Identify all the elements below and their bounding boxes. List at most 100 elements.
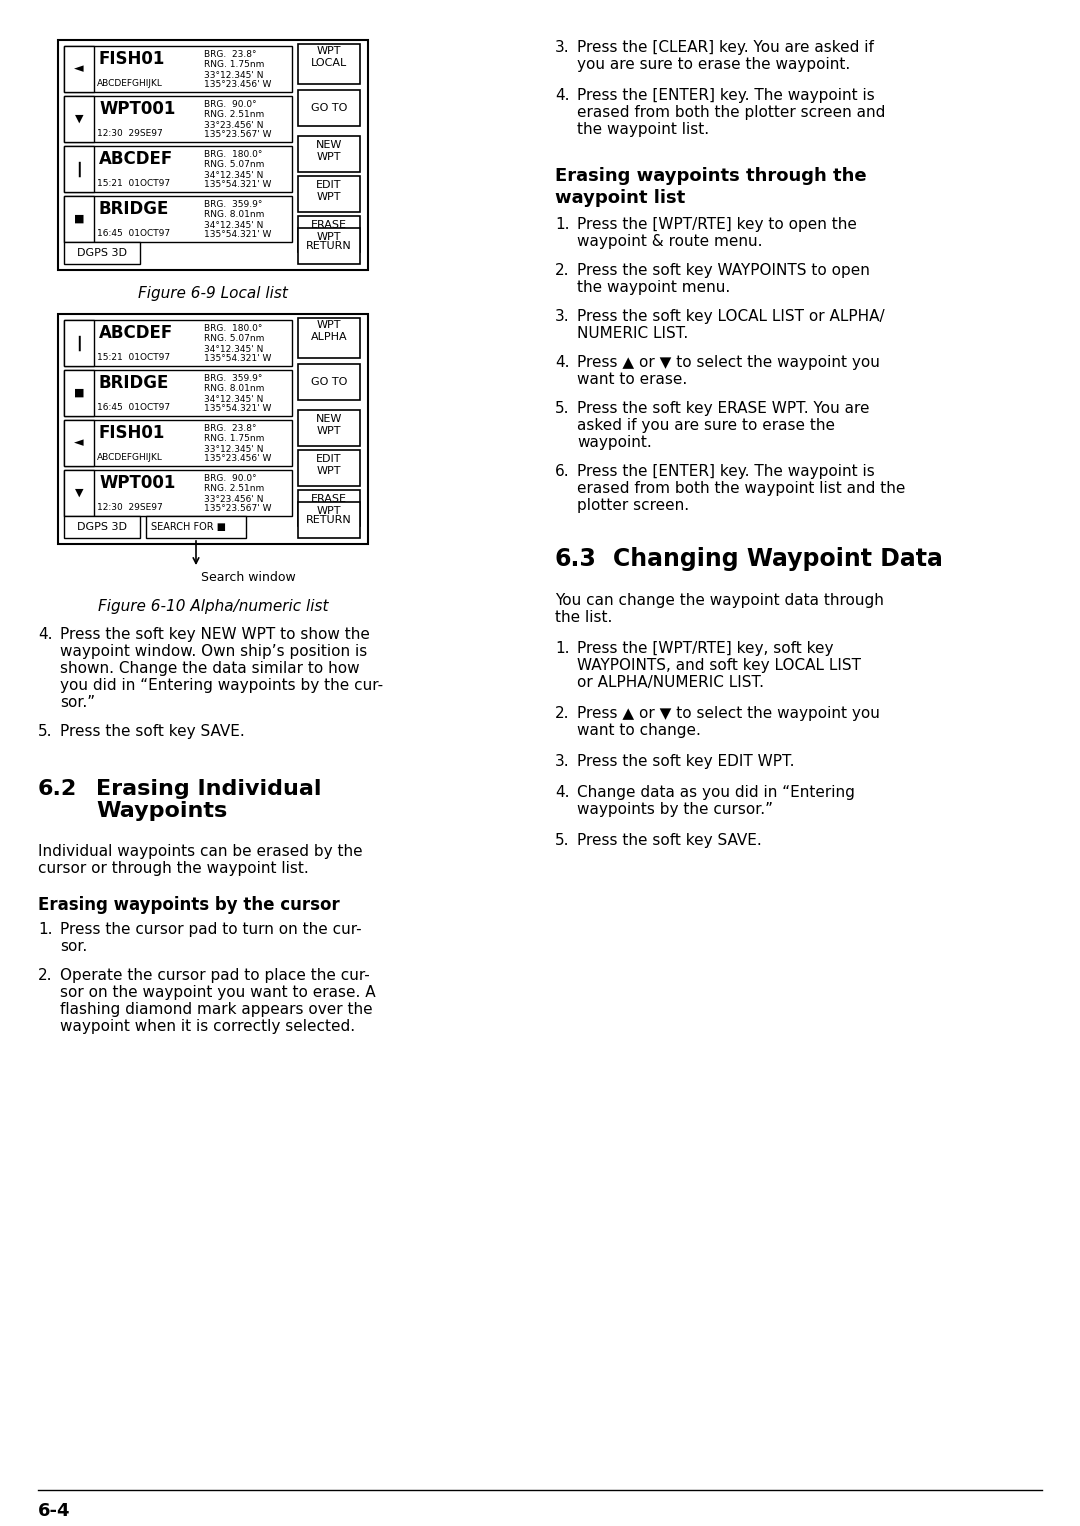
Text: Waypoints: Waypoints <box>96 801 227 821</box>
Text: BRIDGE: BRIDGE <box>99 200 170 218</box>
Text: 4.: 4. <box>555 89 569 102</box>
Text: shown. Change the data similar to how: shown. Change the data similar to how <box>60 661 360 676</box>
Bar <box>298 90 360 127</box>
Text: ABCDEFGHIJKL: ABCDEFGHIJKL <box>97 453 163 462</box>
Text: 135°23.567' W: 135°23.567' W <box>204 504 271 513</box>
Text: 15:21  01OCT97: 15:21 01OCT97 <box>97 353 171 362</box>
Text: BRG.  23.8°: BRG. 23.8° <box>204 424 257 433</box>
Text: waypoint.: waypoint. <box>577 435 651 450</box>
Bar <box>64 195 94 243</box>
Text: 12:30  29SE97: 12:30 29SE97 <box>97 504 163 513</box>
Bar <box>58 314 368 543</box>
Text: 6.2: 6.2 <box>38 778 78 800</box>
Text: ABCDEF: ABCDEF <box>99 150 173 168</box>
Text: Erasing waypoints by the cursor: Erasing waypoints by the cursor <box>38 896 340 914</box>
Text: 3.: 3. <box>555 754 569 769</box>
Text: RNG. 8.01nm: RNG. 8.01nm <box>204 211 265 220</box>
Text: Press the soft key ERASE WPT. You are: Press the soft key ERASE WPT. You are <box>577 401 869 417</box>
Text: ▼: ▼ <box>75 488 83 497</box>
Text: 16:45  01OCT97: 16:45 01OCT97 <box>97 229 171 238</box>
Bar <box>146 516 246 539</box>
Text: plotter screen.: plotter screen. <box>577 497 689 513</box>
Text: want to change.: want to change. <box>577 723 701 739</box>
Text: ┃: ┃ <box>76 162 83 177</box>
Bar <box>64 516 140 539</box>
Text: EDIT: EDIT <box>316 180 341 191</box>
Bar <box>298 502 360 539</box>
Text: ABCDEFGHIJKL: ABCDEFGHIJKL <box>97 79 163 89</box>
Text: Press the cursor pad to turn on the cur-: Press the cursor pad to turn on the cur- <box>60 922 362 937</box>
Text: or ALPHA/NUMERIC LIST.: or ALPHA/NUMERIC LIST. <box>577 674 764 690</box>
Text: Erasing Individual: Erasing Individual <box>96 778 322 800</box>
Text: BRG.  23.8°: BRG. 23.8° <box>204 50 257 60</box>
Bar <box>298 136 360 172</box>
Text: Press the [CLEAR] key. You are asked if: Press the [CLEAR] key. You are asked if <box>577 40 874 55</box>
Text: RNG. 1.75nm: RNG. 1.75nm <box>204 60 265 69</box>
Bar <box>64 420 94 465</box>
Text: WPT001: WPT001 <box>99 101 175 118</box>
Text: 15:21  01OCT97: 15:21 01OCT97 <box>97 179 171 188</box>
Text: ◄: ◄ <box>75 436 84 450</box>
Bar <box>298 175 360 212</box>
Bar <box>64 243 140 264</box>
Text: BRG.  90.0°: BRG. 90.0° <box>204 475 257 484</box>
Text: 34°12.345' N: 34°12.345' N <box>204 171 264 180</box>
Text: want to erase.: want to erase. <box>577 372 687 388</box>
Text: RNG. 5.07nm: RNG. 5.07nm <box>204 334 265 343</box>
Text: asked if you are sure to erase the: asked if you are sure to erase the <box>577 418 835 433</box>
Bar <box>64 46 94 92</box>
Text: 4.: 4. <box>38 627 53 642</box>
Text: 135°54.321' W: 135°54.321' W <box>204 230 271 240</box>
Text: cursor or through the waypoint list.: cursor or through the waypoint list. <box>38 861 309 876</box>
Text: 1.: 1. <box>38 922 53 937</box>
Text: erased from both the plotter screen and: erased from both the plotter screen and <box>577 105 886 121</box>
Bar <box>64 369 94 417</box>
Bar <box>64 46 292 92</box>
Text: WPT001: WPT001 <box>99 475 175 491</box>
Bar <box>298 365 360 400</box>
Text: ┃: ┃ <box>76 336 83 351</box>
Text: flashing diamond mark appears over the: flashing diamond mark appears over the <box>60 1003 373 1016</box>
Text: WPT: WPT <box>316 192 341 201</box>
Text: Change data as you did in “Entering: Change data as you did in “Entering <box>577 784 855 800</box>
Text: RETURN: RETURN <box>306 241 352 250</box>
Text: 5.: 5. <box>555 833 569 848</box>
Text: BRG.  359.9°: BRG. 359.9° <box>204 374 262 383</box>
Text: Press the soft key EDIT WPT.: Press the soft key EDIT WPT. <box>577 754 795 769</box>
Bar <box>64 195 292 243</box>
Text: 135°54.321' W: 135°54.321' W <box>204 354 271 363</box>
Text: 2.: 2. <box>555 262 569 278</box>
Text: Press ▲ or ▼ to select the waypoint you: Press ▲ or ▼ to select the waypoint you <box>577 707 880 720</box>
Bar <box>298 217 360 252</box>
Text: 3.: 3. <box>555 40 569 55</box>
Text: RETURN: RETURN <box>306 514 352 525</box>
Text: Press the [WPT/RTE] key, soft key: Press the [WPT/RTE] key, soft key <box>577 641 834 656</box>
Text: ERASE: ERASE <box>311 220 347 230</box>
Text: waypoint & route menu.: waypoint & route menu. <box>577 233 762 249</box>
Text: BRG.  180.0°: BRG. 180.0° <box>204 150 262 159</box>
Text: 34°12.345' N: 34°12.345' N <box>204 345 264 354</box>
Text: WPT: WPT <box>316 426 341 436</box>
Text: 135°23.567' W: 135°23.567' W <box>204 130 271 139</box>
Bar <box>64 96 292 142</box>
Bar <box>64 470 292 516</box>
Text: you are sure to erase the waypoint.: you are sure to erase the waypoint. <box>577 56 850 72</box>
Text: Press the [ENTER] key. The waypoint is: Press the [ENTER] key. The waypoint is <box>577 464 875 479</box>
Text: waypoint window. Own ship’s position is: waypoint window. Own ship’s position is <box>60 644 367 659</box>
Text: BRG.  90.0°: BRG. 90.0° <box>204 101 257 108</box>
Text: 135°54.321' W: 135°54.321' W <box>204 180 271 189</box>
Text: 2.: 2. <box>38 967 53 983</box>
Text: you did in “Entering waypoints by the cur-: you did in “Entering waypoints by the cu… <box>60 678 383 693</box>
Bar <box>298 410 360 446</box>
Text: Operate the cursor pad to place the cur-: Operate the cursor pad to place the cur- <box>60 967 369 983</box>
Text: the waypoint list.: the waypoint list. <box>577 122 710 137</box>
Text: ■: ■ <box>73 214 84 224</box>
Bar <box>298 450 360 485</box>
Text: 4.: 4. <box>555 356 569 369</box>
Text: Figure 6-9 Local list: Figure 6-9 Local list <box>138 285 288 301</box>
Text: 5.: 5. <box>555 401 569 417</box>
Text: 33°12.345' N: 33°12.345' N <box>204 72 264 79</box>
Bar <box>298 44 360 84</box>
Text: Search window: Search window <box>201 571 296 584</box>
Text: RNG. 5.07nm: RNG. 5.07nm <box>204 160 265 169</box>
